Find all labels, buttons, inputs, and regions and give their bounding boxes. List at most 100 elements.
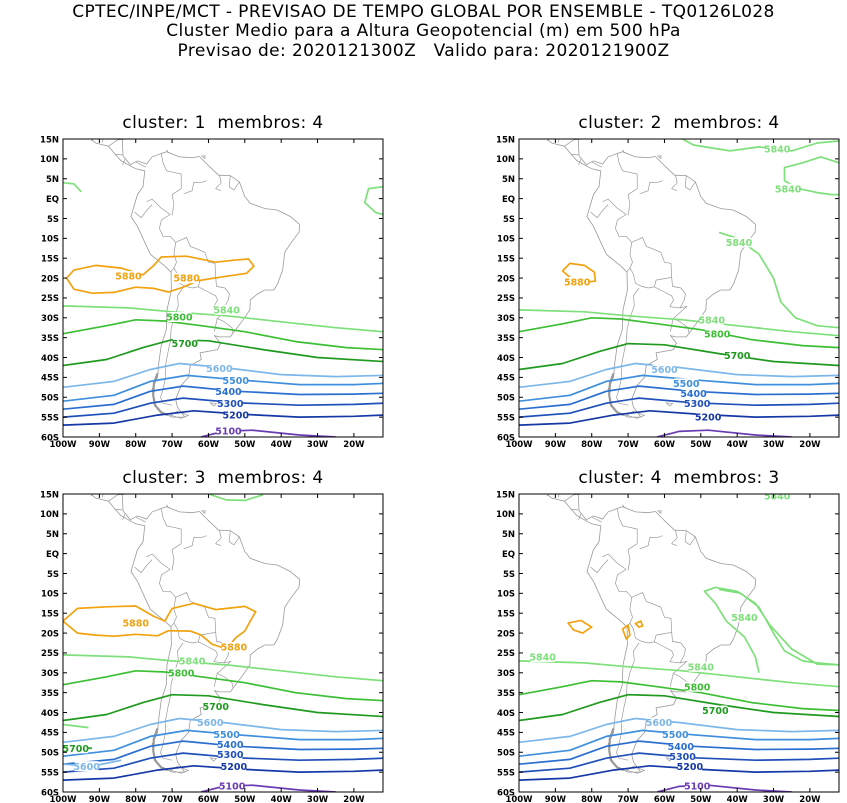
island [209,757,218,762]
island [665,402,674,407]
lon-tick-label: 30W [307,795,329,803]
contour-line-5800 [63,669,383,702]
lon-tick-label: 50W [234,440,256,450]
contour-line-5840 [783,156,839,196]
contour-line-5100 [200,784,336,792]
contour-label-bg [530,651,555,662]
panel-2-title: cluster: 2 membros: 4 [578,113,780,133]
lon-tick-label: 80W [581,440,603,450]
panel-4-contour-map: 5840 5840 5840 5840 5800 5700 5600550054005300… [496,490,840,803]
contour-line-5800 [519,316,839,349]
country-border [135,161,147,168]
contour-line-5700 [63,338,383,367]
contour-line-5700 [519,342,839,371]
country-border [684,175,696,191]
contour-label-bg [725,350,750,361]
lat-tick-label: 15N [40,490,59,500]
country-border [135,516,147,523]
contour-label-bg [214,729,239,740]
lon-tick-label: 50W [690,795,712,803]
contour-label-bg [221,641,246,652]
lon-tick-label: 90W [89,795,111,803]
lat-tick-label: 20S [497,274,515,284]
lat-tick-label: 15S [41,610,59,620]
lat-tick-label: 10N [40,510,59,520]
contour-label: 5840 [213,305,240,316]
contour-label: 5500 [213,730,240,741]
lat-tick-label: 25S [41,294,59,304]
lat-tick-label: 5N [46,530,59,540]
lat-tick-label: 55S [41,413,59,423]
country-border [228,530,240,546]
country-border [166,504,169,509]
panel-1-map: 5880 5880 5840 5800 5700 5600 5500 5400 5300 5200… [40,135,384,450]
contour-line-5880 [65,255,255,295]
contour-label: 5400 [215,387,242,398]
contour-label-bg [63,743,88,754]
island [657,155,662,160]
lon-tick-label: 30W [763,440,785,450]
lon-tick-label: 70W [161,440,183,450]
contour-label-bg [220,781,245,792]
lat-tick-label: 25S [41,649,59,659]
contour-line-5840 [519,309,839,337]
country-border [166,149,169,154]
lat-tick-label: 60S [497,433,515,443]
lon-tick-label: 50W [690,440,712,450]
country-border [616,287,640,406]
contour-label-bg [696,412,721,423]
contour-line-5840 [63,181,82,193]
contour-line-5880 [63,602,257,650]
country-border [213,673,233,688]
contour-label-bg [223,375,248,386]
contour-label: 5840 [726,238,753,249]
country-border [672,660,688,674]
contour-label-bg [674,378,699,389]
coastline [90,139,301,418]
map-area: 5840 5840 5840 5880 5840 5800 5700 5600 55005400… [519,139,839,437]
country-border [146,198,171,215]
contour-label-bg [732,612,757,623]
lat-tick-label: 50S [41,394,59,404]
country-border [101,494,104,498]
contour-label-bg [74,761,99,772]
contour-label: 5800 [684,682,711,693]
country-border [564,139,581,147]
country-border [616,152,638,216]
contour-line-5300 [63,397,383,418]
island [657,510,662,515]
lat-tick-label: 20S [41,629,59,639]
lon-tick-label: 100W [49,795,77,803]
lon-tick-label: 100W [49,440,77,450]
lon-tick-label: 60W [654,440,676,450]
contour-line-5840 [519,660,839,688]
country-border [671,174,678,192]
country-border [160,287,184,406]
lat-tick-label: 15S [41,255,59,265]
contour-line-5840 [682,139,839,152]
lon-tick-label: 90W [89,440,111,450]
country-border [629,237,673,289]
lat-tick-label: 50S [497,394,515,404]
country-border [173,592,217,644]
map-area: 5880588058405800570057005600560055005400… [63,494,383,792]
lat-tick-label: 35S [497,689,515,699]
contour-label: 5700 [203,702,230,713]
contour-line-5500 [63,374,383,403]
contour-label: 5880 [123,619,150,630]
country-border [590,559,609,574]
contour-label: 5700 [702,706,729,717]
country-border [228,175,240,191]
contour-label: 5400 [668,742,695,753]
lat-tick-label: 10N [40,155,59,165]
country-border [159,569,177,627]
contour-line-5800 [519,679,839,712]
country-border [616,642,640,761]
country-border [215,174,222,192]
contour-label: 5880 [221,643,248,654]
lon-tick-label: 20W [799,795,821,803]
map-frame [62,493,384,793]
contour-line-5840 [63,723,89,729]
contour-label-bg [685,398,710,409]
country-border [108,494,125,502]
